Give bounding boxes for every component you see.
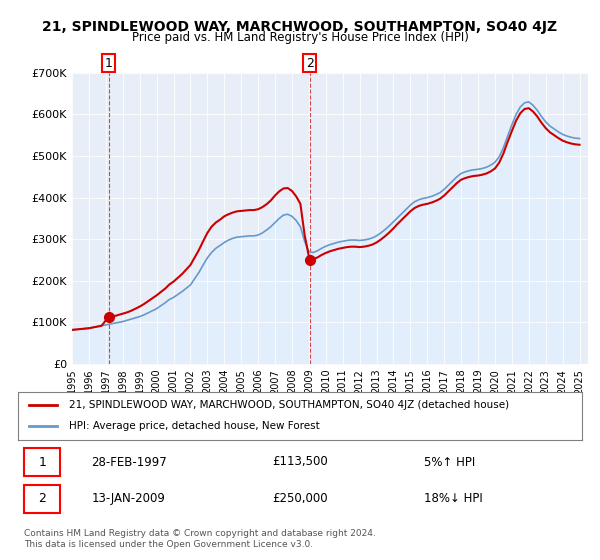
Text: 5%↑ HPI: 5%↑ HPI bbox=[424, 455, 475, 469]
Text: 28-FEB-1997: 28-FEB-1997 bbox=[91, 455, 167, 469]
Text: 1: 1 bbox=[38, 455, 46, 469]
FancyBboxPatch shape bbox=[23, 448, 60, 476]
Text: 18%↓ HPI: 18%↓ HPI bbox=[424, 492, 483, 505]
Text: Contains HM Land Registry data © Crown copyright and database right 2024.
This d: Contains HM Land Registry data © Crown c… bbox=[24, 529, 376, 549]
Text: 2: 2 bbox=[38, 492, 46, 505]
Text: Price paid vs. HM Land Registry's House Price Index (HPI): Price paid vs. HM Land Registry's House … bbox=[131, 31, 469, 44]
Text: 1: 1 bbox=[105, 57, 113, 70]
Text: 2: 2 bbox=[305, 57, 314, 70]
Text: £250,000: £250,000 bbox=[272, 492, 328, 505]
Text: 13-JAN-2009: 13-JAN-2009 bbox=[91, 492, 165, 505]
Text: 21, SPINDLEWOOD WAY, MARCHWOOD, SOUTHAMPTON, SO40 4JZ (detached house): 21, SPINDLEWOOD WAY, MARCHWOOD, SOUTHAMP… bbox=[69, 400, 509, 410]
Text: 21, SPINDLEWOOD WAY, MARCHWOOD, SOUTHAMPTON, SO40 4JZ: 21, SPINDLEWOOD WAY, MARCHWOOD, SOUTHAMP… bbox=[43, 20, 557, 34]
Text: £113,500: £113,500 bbox=[272, 455, 328, 469]
FancyBboxPatch shape bbox=[23, 485, 60, 513]
Text: HPI: Average price, detached house, New Forest: HPI: Average price, detached house, New … bbox=[69, 421, 320, 431]
